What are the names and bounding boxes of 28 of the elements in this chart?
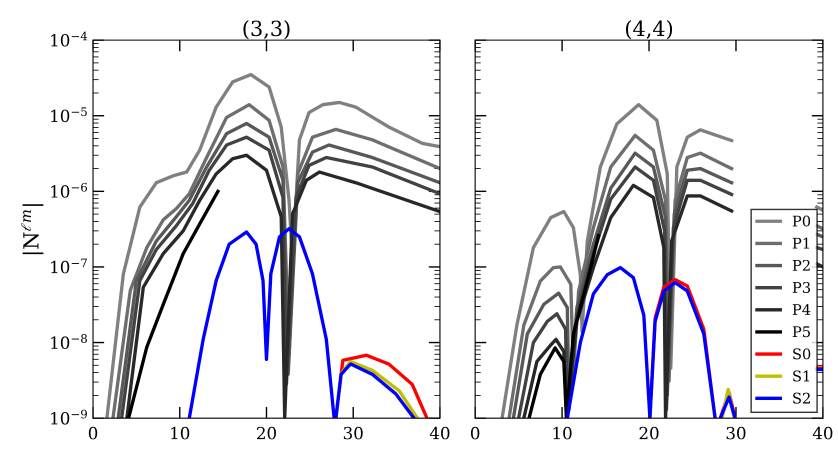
x-tick-label: 40 bbox=[812, 426, 832, 440]
legend-label: S0 bbox=[793, 348, 810, 360]
chart-title: (4,4) bbox=[626, 20, 672, 40]
x-tick-label: 10 bbox=[171, 426, 190, 440]
legend-label: P5 bbox=[792, 326, 810, 338]
legend-label: P2 bbox=[792, 260, 810, 271]
x-tick-label: 0 bbox=[470, 426, 480, 440]
y-tick-label: 10$^{−9}$ bbox=[51, 410, 87, 425]
legend-label: P3 bbox=[792, 282, 810, 293]
x-tick-label: 20 bbox=[640, 426, 659, 440]
y-tick-label: 10$^{−4}$ bbox=[51, 32, 88, 47]
legend-label: S2 bbox=[793, 392, 810, 404]
x-tick-label: 0 bbox=[88, 426, 98, 440]
y-axis-title: |N$^{ℓm}$| bbox=[20, 204, 44, 254]
legend-label: P0 bbox=[792, 216, 810, 227]
x-tick-label: 40 bbox=[430, 426, 450, 440]
y-tick-label: 10$^{−5}$ bbox=[51, 107, 87, 122]
y-tick-label: 10$^{−8}$ bbox=[51, 334, 87, 349]
legend-label: S1 bbox=[793, 370, 810, 382]
chart-title: (3,3) bbox=[243, 20, 290, 40]
legend-label: P4 bbox=[792, 304, 810, 315]
x-tick-label: 30 bbox=[344, 426, 363, 440]
y-tick-label: 10$^{−6}$ bbox=[51, 182, 87, 198]
legend-label: P1 bbox=[792, 238, 809, 249]
x-tick-label: 20 bbox=[257, 426, 276, 440]
y-tick-label: 10$^{−7}$ bbox=[51, 258, 87, 274]
x-tick-label: 30 bbox=[726, 426, 746, 440]
x-tick-label: 10 bbox=[554, 426, 572, 440]
